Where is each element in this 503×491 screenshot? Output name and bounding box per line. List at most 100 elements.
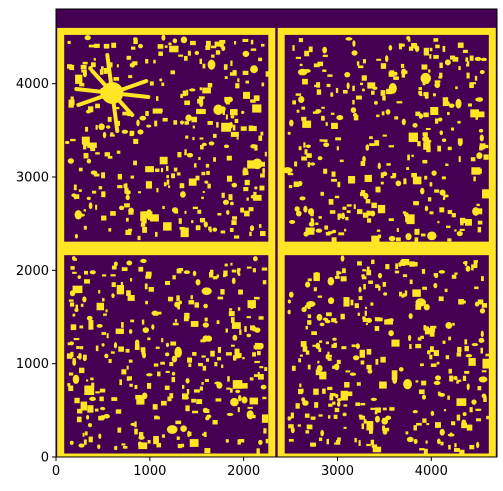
mask-blob (210, 350, 215, 357)
mask-blob (230, 397, 239, 407)
mask-blob (365, 317, 372, 324)
mask-blob (166, 175, 170, 179)
mask-blob (225, 439, 229, 443)
mask-blob (404, 290, 408, 296)
mask-blob (165, 370, 170, 373)
mask-blob (90, 377, 94, 381)
mask-blob (362, 88, 365, 92)
mask-blob (312, 111, 319, 114)
mask-blob (451, 127, 455, 131)
mask-blob (299, 63, 303, 67)
mask-blob (311, 219, 315, 224)
mask-blob (156, 442, 162, 448)
mask-blob (294, 206, 300, 212)
mask-blob (242, 70, 249, 75)
mask-blob (396, 228, 399, 233)
mask-blob (101, 172, 106, 179)
mask-blob (134, 384, 138, 390)
quadrant-frame-bottom-right (277, 248, 496, 457)
mask-blob (224, 98, 228, 104)
mask-blob (362, 316, 366, 320)
mask-blob (264, 367, 268, 372)
mask-blob (232, 124, 236, 131)
y-tick-label: 1000 (16, 357, 49, 372)
mask-blob (362, 318, 368, 322)
mask-blob (395, 263, 399, 270)
mask-blob (95, 152, 100, 155)
mask-blob (233, 385, 236, 389)
mask-blob (355, 95, 362, 100)
mask-blob (82, 432, 85, 437)
mask-blob (415, 380, 419, 383)
mask-blob (217, 346, 222, 353)
mask-blob (450, 432, 453, 437)
mask-blob (449, 55, 456, 60)
mask-blob (161, 82, 165, 87)
mask-blob (83, 153, 89, 159)
mask-blob (317, 156, 323, 161)
mask-blob (339, 159, 344, 163)
mask-blob (337, 181, 341, 188)
mask-blob (394, 116, 399, 120)
mask-blob (95, 124, 98, 130)
mask-blob (258, 439, 263, 445)
mask-blob (329, 393, 336, 397)
mask-blob (433, 350, 440, 357)
mask-blob (250, 99, 256, 103)
mask-blob (366, 269, 372, 276)
mask-blob (220, 230, 226, 234)
mask-blob (412, 122, 418, 128)
mask-blob (78, 443, 85, 448)
mask-blob (260, 173, 265, 178)
mask-blob (320, 429, 325, 437)
mask-blob (119, 379, 122, 386)
mask-blob (340, 313, 345, 320)
mask-blob (413, 438, 418, 445)
mask-blob (356, 61, 360, 66)
mask-blob (321, 106, 325, 109)
mask-blob (408, 132, 418, 143)
mask-blob (426, 423, 430, 426)
mask-blob (339, 271, 342, 275)
mask-blob (374, 140, 380, 146)
mask-blob (119, 205, 125, 211)
mask-blob (481, 393, 487, 399)
mask-blob (301, 306, 307, 313)
mask-blob (202, 335, 210, 342)
mask-blob (307, 314, 312, 319)
mask-blob (336, 114, 344, 121)
mask-blob (464, 371, 470, 374)
mask-blob (140, 258, 147, 264)
quadrant-frames (57, 27, 496, 457)
mask-blob (371, 235, 380, 246)
mask-blob (163, 222, 172, 231)
mask-blob (204, 448, 211, 454)
mask-blob (317, 360, 320, 364)
mask-blob (452, 322, 455, 326)
mask-blob (233, 235, 240, 239)
mask-blob (261, 414, 269, 423)
mask-blob (208, 271, 214, 278)
mask-blob (134, 421, 137, 428)
mask-blob (351, 50, 358, 56)
mask-blob (68, 299, 74, 302)
mask-blob (73, 193, 77, 200)
mask-blob (197, 209, 202, 214)
mask-blob (79, 367, 85, 374)
mask-blob (75, 304, 79, 311)
mask-blob (87, 423, 93, 428)
mask-blob (184, 55, 188, 61)
mask-blob (145, 300, 148, 305)
mask-blob (425, 440, 428, 444)
mask-blob (235, 83, 240, 89)
mask-image (56, 9, 497, 457)
mask-blob (302, 120, 312, 128)
mask-blob (248, 207, 252, 212)
mask-blob (370, 302, 374, 306)
mask-blob (481, 370, 487, 373)
mask-blob (142, 211, 153, 219)
mask-blob (295, 93, 302, 96)
mask-blob (375, 284, 380, 289)
mask-blob (447, 146, 452, 151)
mask-blob (146, 124, 152, 128)
